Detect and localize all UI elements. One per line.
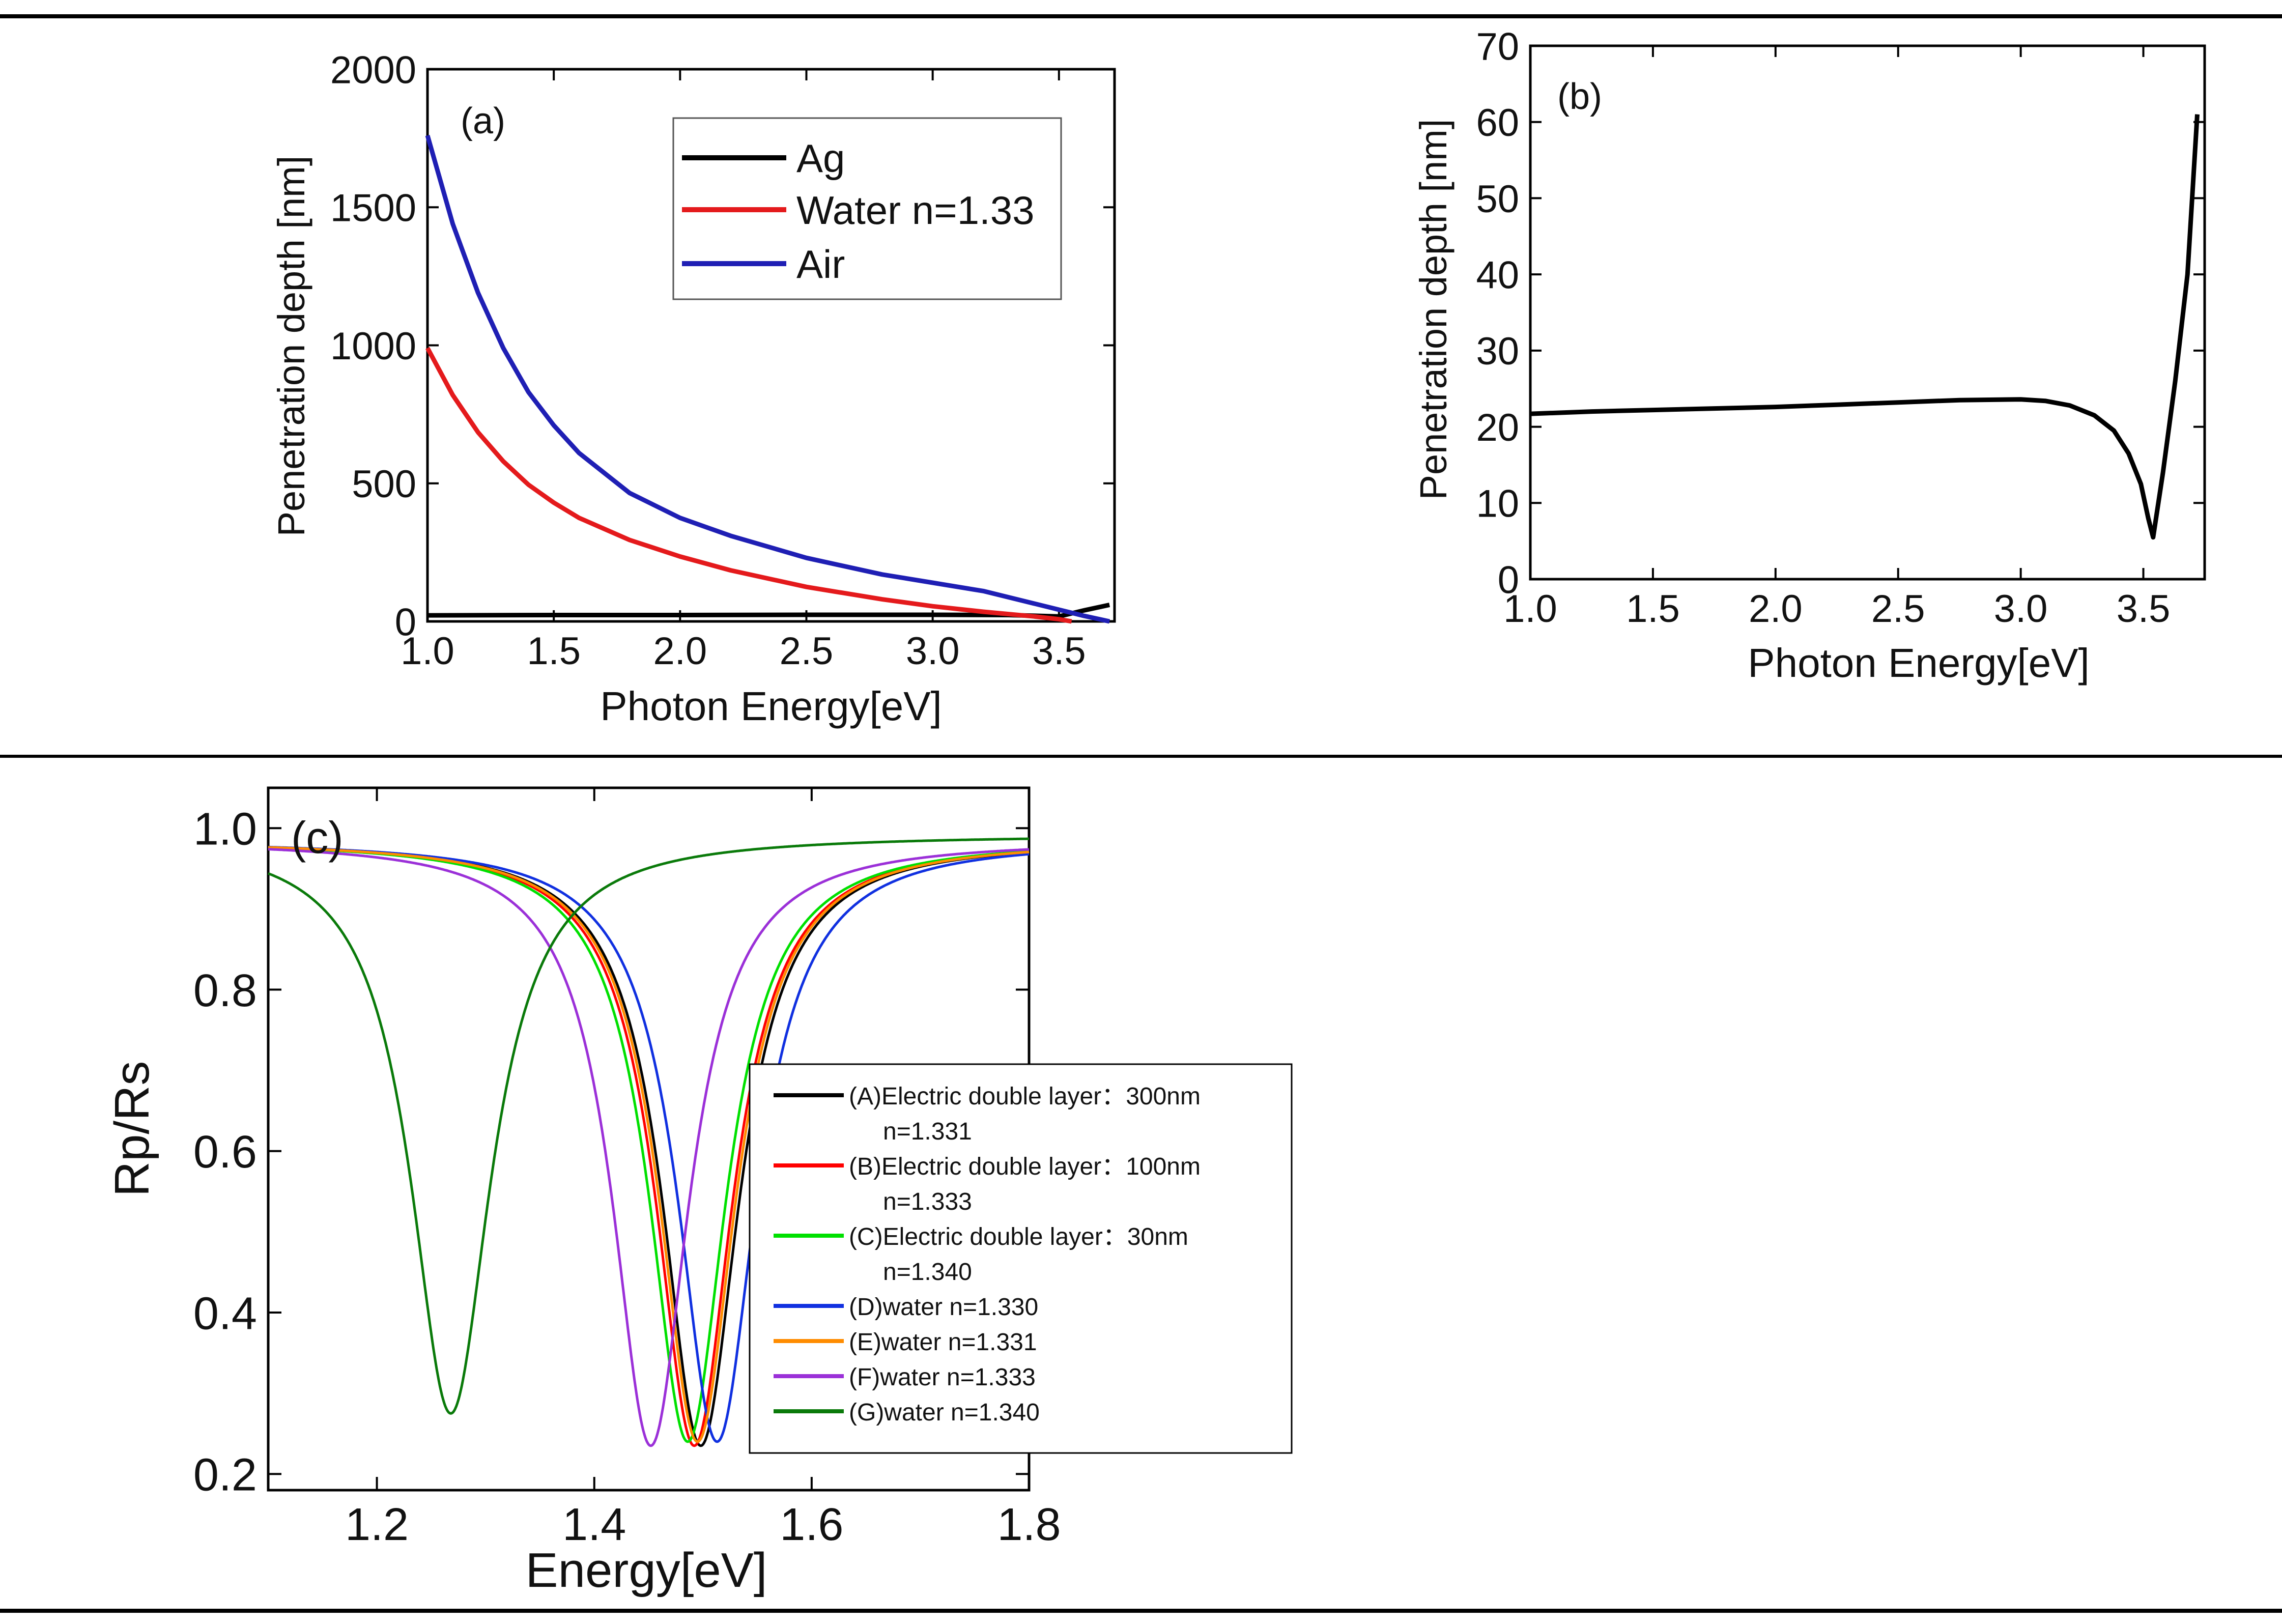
y-tick-label-b: 0 bbox=[1498, 558, 1519, 602]
panel-label-a: (a) bbox=[461, 101, 505, 141]
ticks-b: 1.0 1.5 2.0 2.5 3.0 3.5 0 10 20 30 40 50 60 70 bbox=[1476, 25, 2205, 631]
plot-frame-b bbox=[1529, 44, 2206, 581]
series-lines-a bbox=[425, 134, 1110, 624]
y-tick-label-a: 0 bbox=[395, 601, 416, 644]
series-line-air bbox=[425, 134, 1110, 624]
y-tick-label-b: 40 bbox=[1476, 254, 1519, 297]
y-tick-label-a: 2000 bbox=[330, 48, 416, 92]
y-tick-label-c: 0.4 bbox=[193, 1288, 257, 1339]
y-axis-title-a: Penetration depth [nm] bbox=[270, 156, 312, 537]
series-lines-c bbox=[268, 837, 1030, 1447]
chart-a: 1.0 1.5 2.0 2.5 3.0 3.5 0 500 1000 1500 2000 (a) A… bbox=[270, 48, 1116, 729]
x-tick-label-b: 3.5 bbox=[2117, 587, 2171, 631]
panel-label-c: (c) bbox=[291, 812, 344, 863]
x-tick-label-c: 1.6 bbox=[780, 1499, 843, 1550]
x-tick-label-b: 1.5 bbox=[1626, 587, 1680, 631]
legend-label-water: Water n=1.33 bbox=[796, 188, 1035, 233]
legend-label-ag: Ag bbox=[796, 136, 845, 181]
x-tick-label-c: 1.2 bbox=[345, 1499, 409, 1550]
series-line-G bbox=[268, 837, 1030, 1415]
top-rule bbox=[0, 14, 2282, 18]
legend-frame-c bbox=[749, 1063, 1293, 1454]
legend-a: Ag Water n=1.33 Air bbox=[672, 117, 1062, 300]
plot-area-a: 1.0 1.5 2.0 2.5 3.0 3.5 0 500 1000 1500 2000 (a) A… bbox=[270, 48, 1116, 729]
y-tick-label-b: 50 bbox=[1476, 178, 1519, 221]
x-tick-label-a: 1.0 bbox=[401, 630, 454, 673]
legend-sublabel-B: n=1.333 bbox=[883, 1188, 972, 1215]
x-tick-label-b: 3.0 bbox=[1994, 587, 2048, 631]
series-line-E bbox=[268, 846, 1030, 1443]
plot-area-c: 1.2 1.4 1.6 1.8 0.2 0.4 0.6 0.8 1.0 (c) (A)Elect… bbox=[105, 786, 1293, 1598]
x-tick-label-a: 3.5 bbox=[1032, 630, 1086, 673]
x-tick-label-c: 1.4 bbox=[562, 1499, 626, 1550]
chart-c: 1.2 1.4 1.6 1.8 0.2 0.4 0.6 0.8 1.0 (c) (A)Elect… bbox=[105, 786, 1293, 1598]
y-tick-label-b: 10 bbox=[1476, 482, 1519, 526]
y-tick-label-c: 1.0 bbox=[193, 804, 257, 855]
y-tick-label-b: 20 bbox=[1476, 406, 1519, 449]
x-tick-label-a: 3.0 bbox=[906, 630, 960, 673]
ticks-c: 1.2 1.4 1.6 1.8 0.2 0.4 0.6 0.8 1.0 bbox=[193, 788, 1061, 1550]
x-tick-label-b: 1.0 bbox=[1503, 587, 1557, 631]
y-tick-label-a: 1500 bbox=[330, 187, 416, 230]
legend-label-A: (A)Electric double layer：300nm bbox=[849, 1083, 1201, 1110]
middle-rule bbox=[0, 755, 2282, 758]
series-line-F bbox=[268, 848, 1030, 1447]
x-tick-label-c: 1.8 bbox=[997, 1499, 1061, 1550]
legend-sublabel-A: n=1.331 bbox=[883, 1118, 972, 1145]
plot-area-b: 1.0 1.5 2.0 2.5 3.0 3.5 0 10 20 30 40 50 60 70 (b) Ph… bbox=[1412, 25, 2206, 686]
ticks-a: 1.0 1.5 2.0 2.5 3.0 3.5 0 500 1000 1500 2000 bbox=[330, 48, 1115, 673]
y-tick-label-c: 0.6 bbox=[193, 1127, 257, 1178]
y-tick-label-a: 1000 bbox=[330, 325, 416, 368]
x-axis-title-a: Photon Energy[eV] bbox=[600, 683, 942, 729]
x-tick-label-b: 2.5 bbox=[1871, 587, 1925, 631]
y-axis-title-c: Rp/Rs bbox=[105, 1061, 159, 1197]
legend-label-D: (D)water n=1.330 bbox=[849, 1294, 1038, 1321]
series-line-water bbox=[425, 347, 1072, 624]
panel-label-b: (b) bbox=[1557, 76, 1602, 117]
series-lines-b bbox=[1530, 114, 2200, 540]
x-axis-title-b: Photon Energy[eV] bbox=[1748, 640, 2090, 686]
legend-entries-c: (A)Electric double layer：300nm n=1.331 (B)… bbox=[774, 1083, 1201, 1426]
legend-label-G: (G)water n=1.340 bbox=[849, 1399, 1040, 1426]
x-tick-label-a: 2.0 bbox=[653, 630, 707, 673]
y-tick-label-b: 60 bbox=[1476, 101, 1519, 145]
y-tick-label-a: 500 bbox=[352, 463, 416, 506]
x-axis-title-c: Energy[eV] bbox=[526, 1543, 767, 1598]
legend-sublabel-C: n=1.340 bbox=[883, 1259, 972, 1286]
x-tick-label-b: 2.0 bbox=[1749, 587, 1803, 631]
y-tick-label-b: 70 bbox=[1476, 25, 1519, 68]
legend-label-F: (F)water n=1.333 bbox=[849, 1364, 1036, 1391]
legend-label-B: (B)Electric double layer：100nm bbox=[849, 1153, 1201, 1180]
legend-c: (A)Electric double layer：300nm n=1.331 (B)… bbox=[749, 1063, 1293, 1454]
chart-b: 1.0 1.5 2.0 2.5 3.0 3.5 0 10 20 30 40 50 60 70 (b) Ph… bbox=[1412, 25, 2206, 686]
legend-label-E: (E)water n=1.331 bbox=[849, 1329, 1037, 1356]
y-tick-label-c: 0.2 bbox=[193, 1450, 257, 1501]
x-tick-label-a: 2.5 bbox=[780, 630, 834, 673]
x-tick-label-a: 1.5 bbox=[527, 630, 581, 673]
legend-label-air: Air bbox=[796, 242, 845, 287]
bottom-rule bbox=[0, 1609, 2282, 1613]
series-line-ag bbox=[1530, 114, 2200, 540]
y-tick-label-c: 0.8 bbox=[193, 965, 257, 1016]
y-axis-title-b: Penetration depth [nm] bbox=[1412, 119, 1454, 500]
y-tick-label-b: 30 bbox=[1476, 330, 1519, 373]
legend-label-C: (C)Electric double layer：30nm bbox=[849, 1223, 1188, 1250]
